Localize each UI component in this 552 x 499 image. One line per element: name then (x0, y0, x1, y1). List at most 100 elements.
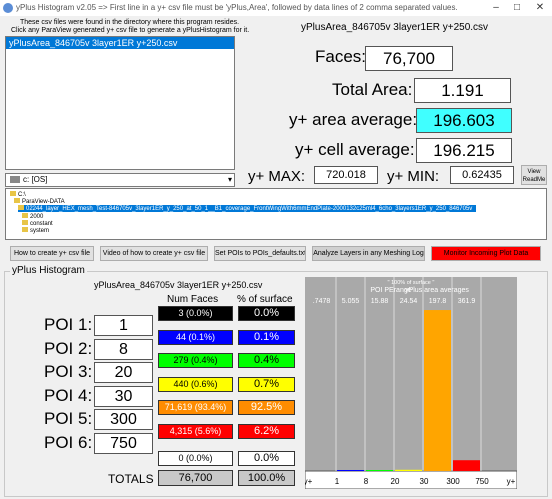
folder-open-icon (18, 205, 24, 210)
totals-faces: 76,700 (158, 470, 233, 486)
dir-item-label: C:\ (18, 192, 26, 198)
chart-average-label: 24.54 (400, 298, 418, 305)
folder-icon (10, 191, 16, 196)
faces-label: Faces: (315, 47, 367, 66)
chart-average-label: 15.88 (371, 298, 389, 305)
directory-tree[interactable]: C:\ ParaView-DATA 02244_layer_HEX_mesh_T… (5, 188, 547, 240)
set-pois-button[interactable]: Set POIs to POIs_defaults.txt (214, 246, 306, 261)
chart-x-tick-label: 20 (391, 477, 400, 486)
chart-bar (366, 470, 393, 471)
dir-item-selected[interactable]: 02244_layer_HEX_mesh_Test-846705v_3layer… (18, 205, 477, 212)
dir-item-constant[interactable]: constant (22, 220, 53, 227)
chart-bar (453, 460, 480, 471)
ymin-value: 0.62435 (450, 166, 514, 184)
totals-surface: 100.0% (238, 470, 295, 486)
poi-input[interactable]: 30 (94, 385, 153, 407)
chart-subtitle-left: POI PErange (370, 287, 411, 294)
drive-icon (10, 176, 20, 184)
poi-faces: 71,619 (93.4%) (158, 400, 233, 415)
overflow-surface: 0.0% (238, 451, 295, 466)
poi-label: POI 4: (44, 385, 93, 405)
total-area-value: 1.191 (414, 78, 511, 103)
chart-subtitle-right: yPlus area averages (405, 287, 469, 294)
dir-item-label: 02244_layer_HEX_mesh_Test-846705v_3layer… (26, 206, 473, 212)
col-num-faces: Num Faces (167, 294, 219, 305)
faces-value: 76,700 (365, 46, 453, 71)
video-button[interactable]: Video of how to create y+ csv file (100, 246, 208, 261)
dir-item-label: ParaView-DATA (22, 199, 65, 205)
poi-faces: 3 (0.0%) (158, 306, 233, 321)
poi-input[interactable]: 8 (94, 338, 153, 360)
chart-average-label: .7478 (313, 298, 331, 305)
chart-background (305, 277, 517, 471)
dir-item-label: constant (30, 221, 53, 227)
area-average-value: 196.603 (416, 108, 512, 133)
poi-label: POI 6: (44, 432, 93, 452)
ymax-value: 720.018 (314, 166, 378, 184)
poi-input[interactable]: 300 (94, 409, 153, 430)
poi-faces: 44 (0.1%) (158, 329, 233, 345)
folder-icon (14, 198, 20, 203)
histogram-filename: yPlusArea_846705v 3layer1ER y+250.csv (94, 280, 263, 290)
poi-surface: 0.4% (238, 353, 295, 368)
histogram-group (4, 271, 548, 497)
csv-file-list[interactable]: yPlusArea_846705v 3layer1ER y+250.csv (5, 36, 235, 170)
poi-label: POI 5: (44, 409, 93, 428)
total-area-label: Total Area: (332, 80, 413, 99)
chart-x-tick-label: 8 (364, 477, 369, 486)
poi-faces: 440 (0.6%) (158, 376, 233, 392)
view-readme-line-2: ReadMe (522, 177, 546, 183)
dir-item-system[interactable]: system (22, 227, 49, 234)
window-title: yPlus Histogram v2.05 => First line in a… (16, 3, 458, 12)
chart-title: '' 100% of surface '' (387, 280, 434, 286)
poi-label: POI 1: (44, 315, 93, 334)
dir-item-paraview[interactable]: ParaView-DATA (14, 198, 65, 205)
poi-label: POI 2: (44, 338, 93, 358)
maximize-icon[interactable]: □ (513, 2, 521, 13)
poi-faces: 279 (0.4%) (158, 353, 233, 368)
chart-x-tick-label: 750 (475, 477, 489, 486)
csv-file-item[interactable]: yPlusArea_846705v 3layer1ER y+250.csv (6, 37, 234, 49)
title-bar: yPlus Histogram v2.05 => First line in a… (0, 0, 552, 16)
chart-x-tick-label: 300 (446, 477, 460, 486)
dir-item-label: system (30, 228, 50, 234)
minimize-icon[interactable]: – (493, 2, 499, 13)
chart-bar (424, 310, 451, 471)
poi-surface: 0.1% (238, 329, 295, 345)
poi-surface: 92.5% (238, 400, 295, 415)
ymin-label: y+ MIN: (387, 168, 440, 185)
poi-surface: 6.2% (238, 423, 295, 439)
drive-select[interactable]: c: [OS] ▾ (5, 173, 235, 187)
dir-item-root[interactable]: C:\ (10, 191, 26, 198)
monitor-plot-button[interactable]: Monitor Incoming Plot Data (431, 246, 541, 261)
poi-input[interactable]: 1 (94, 315, 153, 336)
drive-label: c: [OS] (23, 175, 48, 184)
histogram-group-title: yPlus Histogram (10, 265, 87, 276)
chart-bar (395, 469, 422, 471)
folder-icon (22, 220, 28, 225)
chevron-down-icon[interactable]: ▾ (227, 175, 232, 184)
chart-average-label: 5.055 (342, 298, 360, 305)
poi-input[interactable]: 20 (94, 362, 153, 383)
poi-surface: 0.0% (238, 306, 295, 321)
summary-filename: yPlusArea_846705v 3layer1ER y+250.csv (301, 22, 489, 33)
chart-average-label: 197.8 (429, 298, 447, 305)
poi-surface: 0.7% (238, 376, 295, 392)
analyze-layers-button[interactable]: Analyze Layers in any Meshing Log (312, 246, 425, 261)
chart-x-tick-label: y+ (507, 477, 516, 486)
col-percent-surface: % of surface (237, 294, 293, 305)
app-icon (3, 3, 13, 13)
poi-input[interactable]: 750 (94, 432, 153, 454)
overflow-faces: 0 (0.0%) (158, 451, 233, 466)
how-to-create-button[interactable]: How to create y+ csv file (10, 246, 94, 261)
ymax-label: y+ MAX: (248, 168, 306, 185)
close-icon[interactable]: ✕ (535, 2, 545, 13)
chart-x-tick-label: 30 (420, 477, 429, 486)
chart-x-tick-label: 1 (335, 477, 340, 486)
area-average-label: y+ area average: (289, 110, 418, 129)
chart-average-label: 361.9 (458, 298, 476, 305)
dir-item-2000[interactable]: 2000 (22, 213, 43, 220)
view-readme-button[interactable]: View ReadMe (521, 165, 547, 185)
folder-icon (22, 227, 28, 232)
